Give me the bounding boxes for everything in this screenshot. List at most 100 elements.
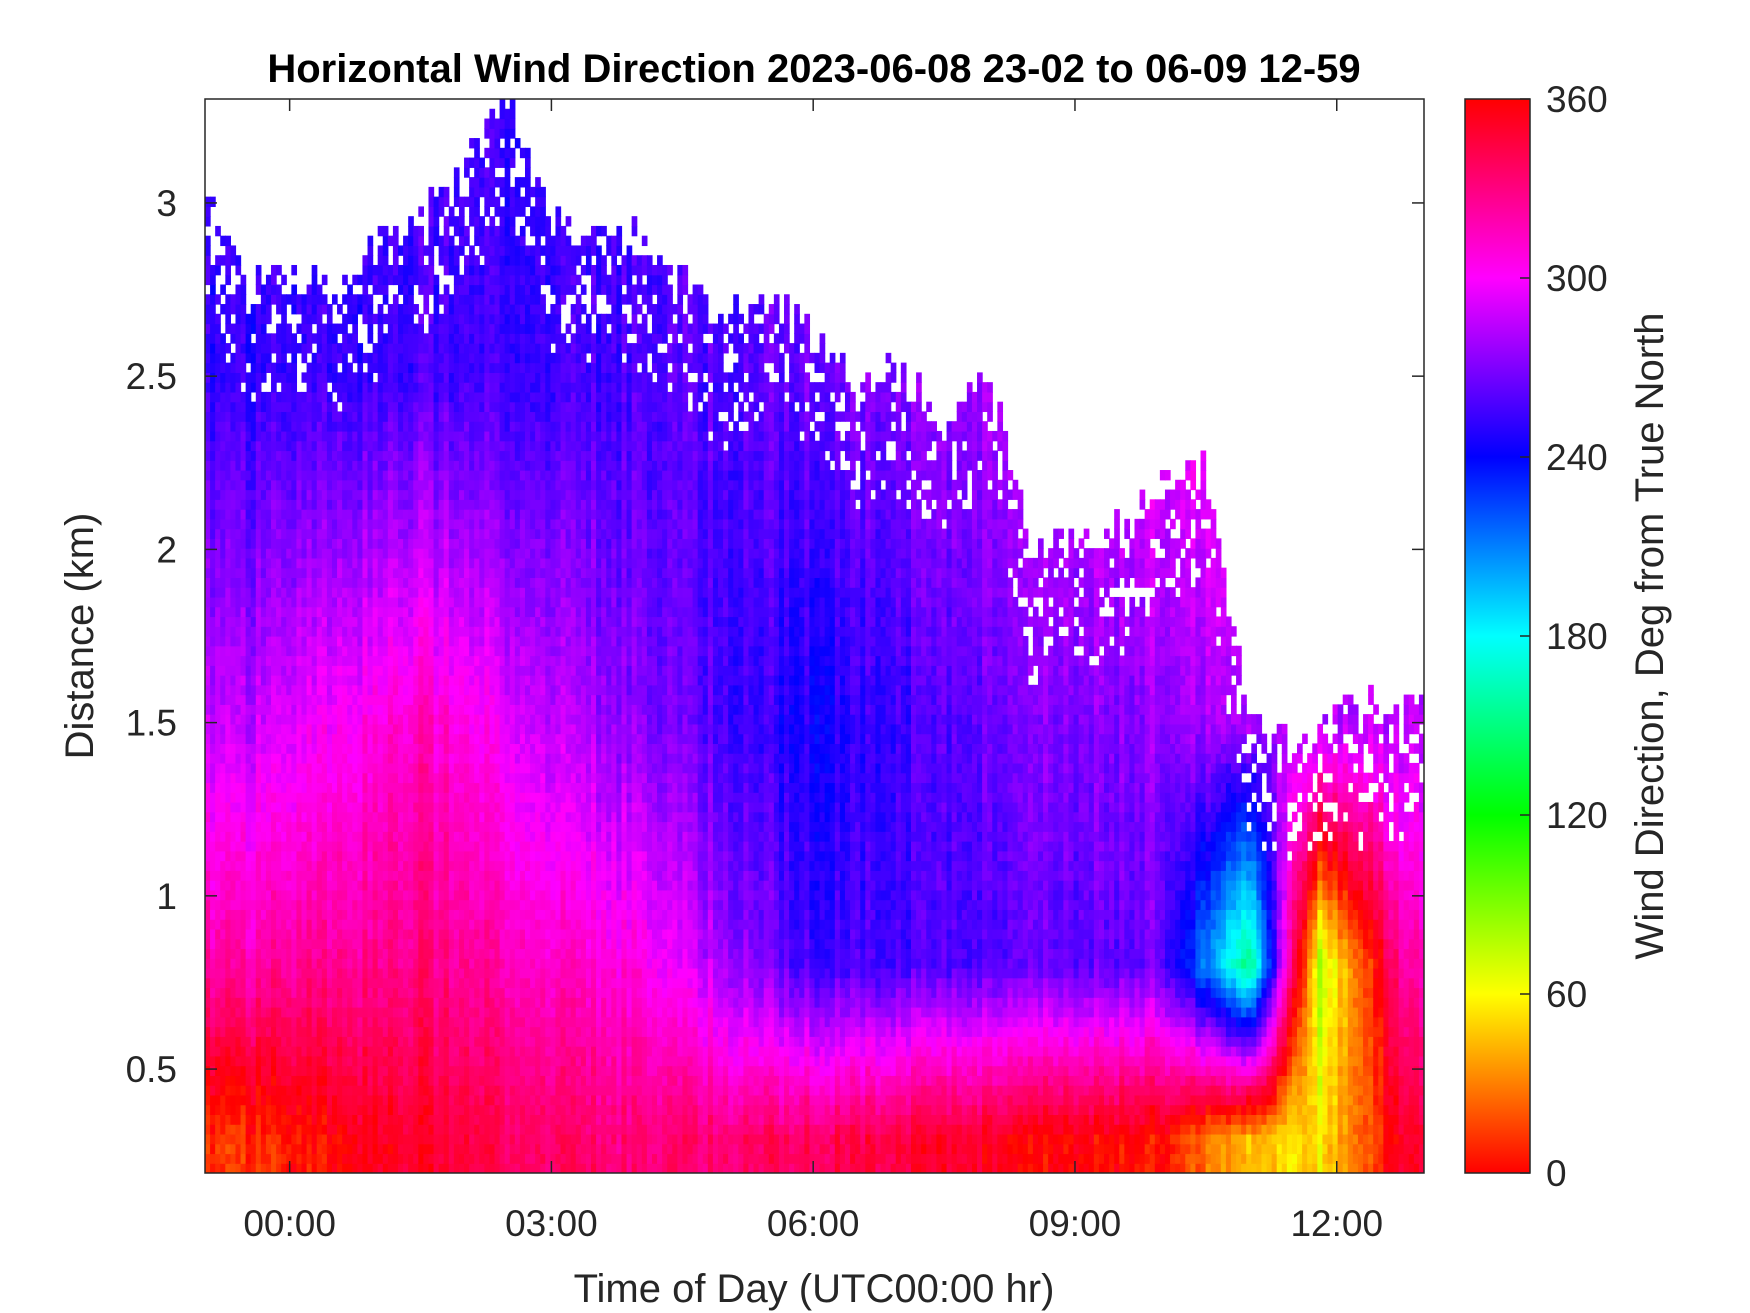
heatmap-cell xyxy=(428,1104,435,1116)
heatmap-cell xyxy=(235,684,242,696)
heatmap-cell xyxy=(286,538,292,549)
heatmap-cell xyxy=(474,928,480,940)
heatmap-cell xyxy=(398,997,404,1008)
heatmap-cell xyxy=(296,1085,303,1096)
heatmap-cell xyxy=(220,255,226,266)
heatmap-cell xyxy=(301,509,308,520)
heatmap-cell xyxy=(413,997,419,1008)
heatmap-cell xyxy=(240,450,247,461)
heatmap-cell xyxy=(357,967,364,979)
heatmap-cell xyxy=(428,196,435,207)
heatmap-cell xyxy=(474,1094,480,1106)
heatmap-cell xyxy=(408,450,414,461)
heatmap-cell xyxy=(220,1026,226,1037)
heatmap-cell xyxy=(408,245,414,256)
heatmap-cell xyxy=(306,870,313,881)
heatmap-cell xyxy=(316,528,323,539)
heatmap-cell xyxy=(408,958,414,969)
heatmap-cell xyxy=(433,831,440,842)
heatmap-cell xyxy=(443,919,450,930)
heatmap-cell xyxy=(301,948,308,959)
heatmap-cell xyxy=(326,1065,333,1076)
heatmap-cell xyxy=(250,880,257,891)
heatmap-cell xyxy=(474,743,480,754)
heatmap-cell xyxy=(210,557,216,569)
heatmap-cell xyxy=(326,743,333,754)
heatmap-cell xyxy=(464,928,470,940)
heatmap-cell xyxy=(286,626,292,637)
heatmap-cell xyxy=(474,274,480,286)
heatmap-cell xyxy=(230,391,237,403)
heatmap-cell xyxy=(220,675,226,686)
heatmap-cell xyxy=(458,528,465,539)
heatmap-cell xyxy=(342,596,348,608)
heatmap-cell xyxy=(428,518,435,530)
heatmap-cell xyxy=(372,1153,379,1164)
heatmap-cell xyxy=(474,577,480,588)
heatmap-cell xyxy=(240,821,247,832)
heatmap-cell xyxy=(453,372,460,383)
heatmap-cell xyxy=(438,294,445,305)
heatmap-cell xyxy=(448,938,455,950)
heatmap-cell xyxy=(423,577,430,588)
heatmap-cell xyxy=(210,889,216,901)
heatmap-cell xyxy=(403,880,409,891)
heatmap-cell xyxy=(235,675,242,686)
heatmap-cell xyxy=(281,323,287,334)
heatmap-cell xyxy=(352,372,358,383)
heatmap-cell xyxy=(398,509,404,520)
heatmap-cell xyxy=(423,870,430,881)
heatmap-cell xyxy=(357,704,364,715)
heatmap-cell xyxy=(367,430,374,442)
heatmap-cell xyxy=(398,401,404,413)
heatmap-cell xyxy=(205,1114,211,1125)
heatmap-cell xyxy=(210,704,216,715)
heatmap-cell xyxy=(382,255,389,266)
heatmap-cell xyxy=(260,1075,267,1086)
heatmap-cell xyxy=(352,714,358,725)
heatmap-cell xyxy=(398,577,404,588)
heatmap-cell xyxy=(260,587,267,598)
heatmap-cell xyxy=(398,1163,404,1173)
heatmap-cell xyxy=(372,567,379,579)
heatmap-cell xyxy=(464,1104,470,1116)
heatmap-cell xyxy=(230,733,237,744)
heatmap-cell xyxy=(210,333,216,344)
heatmap-cell xyxy=(321,557,328,569)
heatmap-cell xyxy=(438,1016,445,1028)
heatmap-cell xyxy=(352,1114,358,1125)
heatmap-cell xyxy=(260,421,267,432)
heatmap-cell xyxy=(347,1026,353,1037)
heatmap-cell xyxy=(382,333,389,344)
heatmap-cell xyxy=(230,811,237,823)
heatmap-cell xyxy=(428,909,435,920)
heatmap-cell xyxy=(255,606,262,618)
heatmap-cell xyxy=(428,723,435,735)
heatmap-cell xyxy=(250,821,257,832)
heatmap-cell xyxy=(306,860,313,871)
heatmap-cell xyxy=(367,919,374,930)
heatmap-cell xyxy=(260,304,267,315)
heatmap-cell xyxy=(438,235,445,247)
heatmap-cell xyxy=(301,1143,308,1155)
heatmap-cell xyxy=(474,528,480,539)
heatmap-cell xyxy=(245,479,252,491)
heatmap-cell xyxy=(210,636,216,647)
heatmap-cell xyxy=(458,733,465,744)
heatmap-cell xyxy=(464,733,470,744)
heatmap-cell xyxy=(316,675,323,686)
heatmap-cell xyxy=(301,577,308,588)
heatmap-cell xyxy=(423,538,430,549)
heatmap-cell xyxy=(205,255,211,266)
heatmap-cell xyxy=(225,518,231,530)
heatmap-cell xyxy=(240,655,247,666)
heatmap-cell xyxy=(235,528,242,539)
heatmap-cell xyxy=(326,1016,333,1028)
heatmap-cell xyxy=(352,1016,358,1028)
heatmap-cell xyxy=(271,567,277,579)
heatmap-cell xyxy=(291,909,298,920)
heatmap-cell xyxy=(387,538,394,549)
heatmap-cell xyxy=(443,421,450,432)
heatmap-cell xyxy=(398,313,404,325)
heatmap-cell xyxy=(316,684,323,696)
